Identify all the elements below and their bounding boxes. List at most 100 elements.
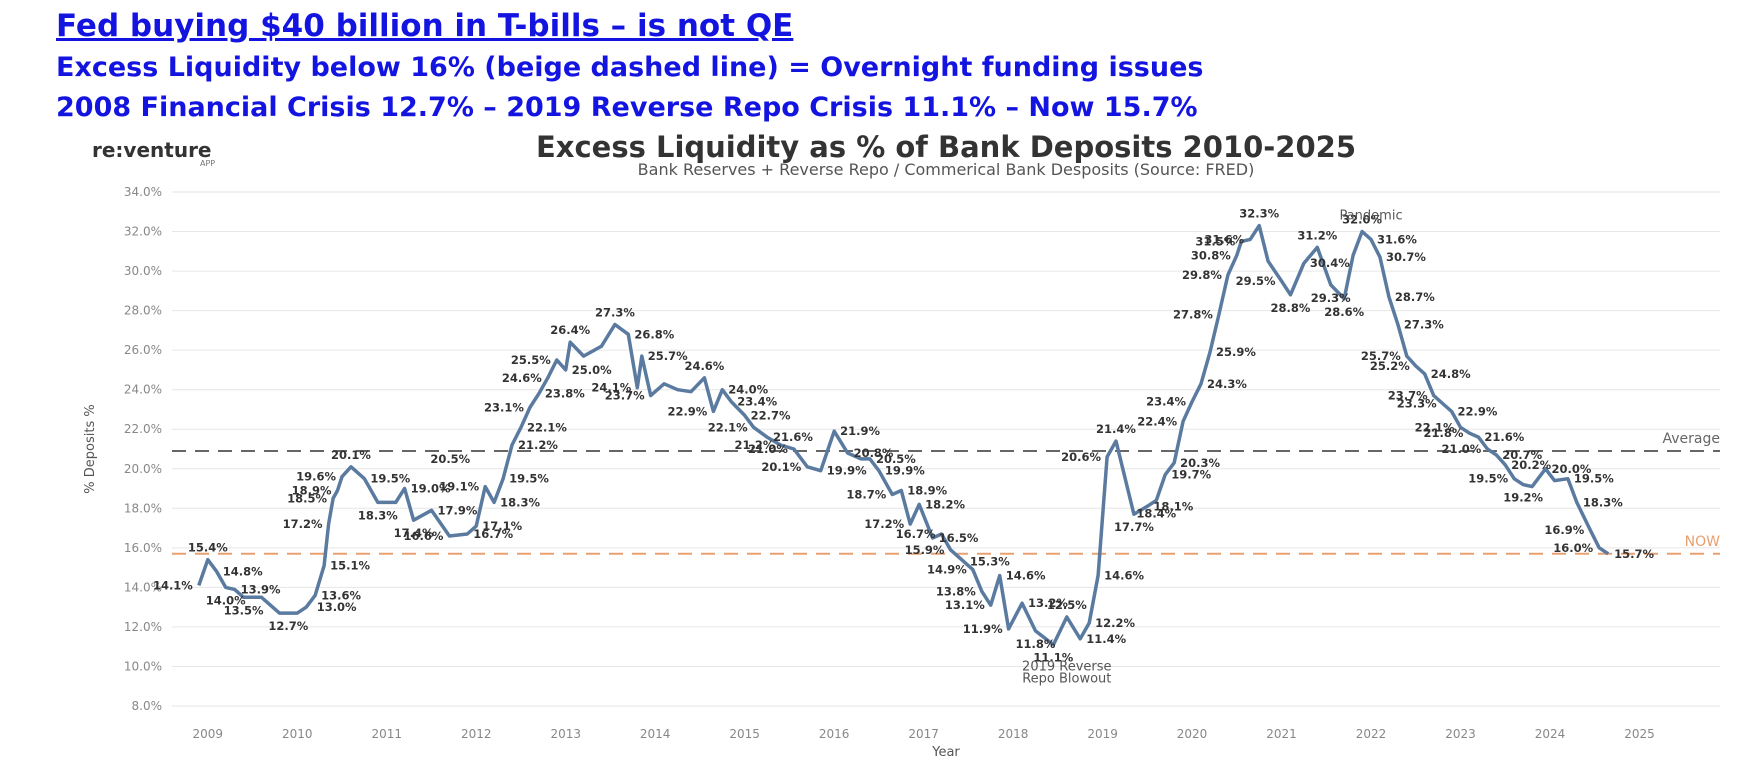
- data-label: 23.4%: [737, 395, 777, 409]
- logo-subtext: APP: [200, 159, 216, 168]
- data-label: 12.7%: [268, 619, 308, 633]
- data-label: 17.2%: [283, 517, 323, 531]
- data-label: 13.8%: [936, 584, 976, 598]
- data-label: 17.4%: [394, 526, 434, 540]
- data-label: 23.1%: [484, 400, 524, 414]
- data-label: 25.9%: [1216, 345, 1256, 359]
- data-label: 22.4%: [1137, 414, 1177, 428]
- data-label: 13.1%: [945, 598, 985, 612]
- data-label: 22.7%: [751, 408, 791, 422]
- chart-title: Excess Liquidity as % of Bank Deposits 2…: [535, 130, 1357, 164]
- data-label: 12.2%: [1095, 616, 1135, 630]
- data-label: 31.2%: [1297, 228, 1337, 242]
- data-label: 16.9%: [1544, 523, 1584, 537]
- x-tick-label: 2013: [550, 727, 581, 741]
- data-label: 16.6%: [403, 529, 443, 543]
- data-label: 23.4%: [1146, 395, 1186, 409]
- data-label: 20.5%: [430, 452, 470, 466]
- data-label: 31.6%: [1204, 232, 1244, 246]
- data-label: 18.3%: [500, 495, 540, 509]
- data-label: 11.1%: [1033, 651, 1073, 665]
- data-label: 13.2%: [1028, 596, 1068, 610]
- data-label: 16.0%: [1553, 541, 1593, 555]
- x-tick-label: 2016: [819, 727, 850, 741]
- data-label: 13.0%: [317, 600, 357, 614]
- data-label: 28.8%: [1271, 301, 1311, 315]
- annotation-label: 2019 Reverse: [1022, 659, 1111, 674]
- data-label: 18.9%: [292, 484, 332, 498]
- x-tick-label: 2017: [908, 727, 939, 741]
- data-label: 27.3%: [595, 305, 635, 319]
- y-axis-title: % Deposits %: [83, 404, 98, 493]
- y-tick-label: 22.0%: [124, 422, 162, 436]
- data-label: 14.6%: [1006, 569, 1046, 583]
- data-label: 32.0%: [1342, 213, 1382, 227]
- y-tick-label: 16.0%: [124, 541, 162, 555]
- data-label: 17.1%: [482, 519, 522, 533]
- data-label: 20.0%: [1552, 462, 1592, 476]
- data-label: 18.2%: [925, 497, 965, 511]
- data-label: 20.3%: [1180, 456, 1220, 470]
- x-tick-label: 2014: [640, 727, 671, 741]
- data-label: 18.7%: [846, 487, 886, 501]
- data-label: 29.8%: [1182, 268, 1222, 282]
- chart-subtitle: Bank Reserves + Reverse Repo / Commerica…: [637, 160, 1255, 179]
- y-tick-label: 28.0%: [124, 304, 162, 318]
- data-label: 15.3%: [970, 555, 1010, 569]
- headline-subtitle-1: Excess Liquidity below 16% (beige dashed…: [56, 52, 1204, 83]
- data-label: 22.9%: [1458, 404, 1498, 418]
- data-label: 28.6%: [1324, 305, 1364, 319]
- data-label: 22.9%: [667, 404, 707, 418]
- data-label: 21.9%: [840, 424, 880, 438]
- data-label: 11.8%: [1016, 637, 1056, 651]
- data-label: 18.3%: [1583, 495, 1623, 509]
- data-label: 25.5%: [511, 353, 551, 367]
- data-label: 13.9%: [241, 582, 281, 596]
- data-label: 19.0%: [411, 482, 451, 496]
- data-label: 30.4%: [1310, 256, 1350, 270]
- data-label: 18.5%: [287, 491, 327, 505]
- data-label: 20.7%: [1502, 448, 1542, 462]
- data-label: 29.5%: [1236, 274, 1276, 288]
- data-label: 20.2%: [1511, 458, 1551, 472]
- y-tick-label: 30.0%: [124, 264, 162, 278]
- data-label: 30.7%: [1386, 250, 1426, 264]
- x-tick-label: 2023: [1445, 727, 1476, 741]
- data-label: 25.0%: [572, 363, 612, 377]
- data-label: 18.4%: [1136, 506, 1176, 520]
- data-label: 14.6%: [1104, 569, 1144, 583]
- y-tick-label: 12.0%: [124, 620, 162, 634]
- reventure-logo: re:venture: [92, 138, 212, 162]
- data-label: 17.2%: [864, 517, 904, 531]
- data-label: 21.0%: [1441, 442, 1481, 456]
- data-label: 22.1%: [527, 420, 567, 434]
- data-label: 19.2%: [1503, 491, 1543, 505]
- data-label: 17.7%: [1114, 520, 1154, 534]
- data-label: 18.9%: [907, 484, 947, 498]
- data-label: 20.5%: [876, 452, 916, 466]
- data-label: 27.8%: [1173, 308, 1213, 322]
- data-label: 16.7%: [473, 527, 513, 541]
- now-label: NOW: [1685, 534, 1720, 550]
- y-tick-label: 32.0%: [124, 225, 162, 239]
- data-label: 24.8%: [1431, 367, 1471, 381]
- x-tick-label: 2012: [461, 727, 492, 741]
- x-tick-label: 2009: [193, 727, 224, 741]
- x-tick-label: 2022: [1356, 727, 1387, 741]
- data-label: 20.8%: [854, 446, 894, 460]
- data-label: 24.6%: [502, 371, 542, 385]
- x-tick-label: 2010: [282, 727, 313, 741]
- data-label: 22.1%: [708, 420, 748, 434]
- data-label: 32.3%: [1239, 207, 1279, 221]
- data-label: 14.9%: [927, 563, 967, 577]
- data-label: 18.3%: [358, 508, 398, 522]
- data-label: 21.0%: [748, 442, 788, 456]
- data-label: 25.7%: [648, 349, 688, 363]
- data-label: 20.6%: [1061, 450, 1101, 464]
- data-label: 19.7%: [1171, 468, 1211, 482]
- data-label: 24.0%: [728, 383, 768, 397]
- x-tick-label: 2011: [371, 727, 402, 741]
- data-label: 23.7%: [605, 389, 645, 403]
- data-label: 28.7%: [1395, 290, 1435, 304]
